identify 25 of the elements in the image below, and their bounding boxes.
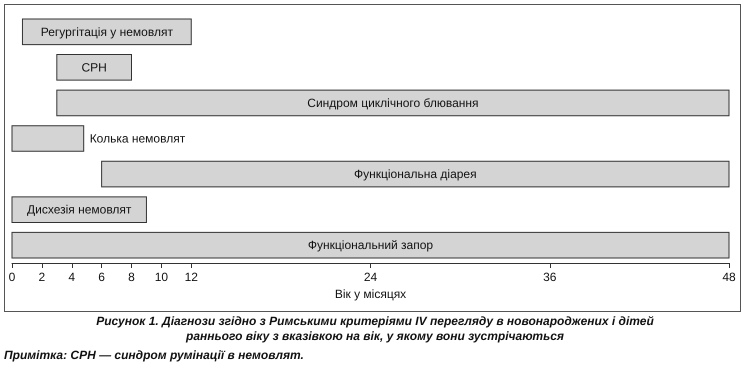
y-tick-label: Функціональний запор xyxy=(308,238,434,252)
x-tick-label: 8 xyxy=(128,270,136,284)
y-tick-label: Синдром циклічного блювання xyxy=(307,96,479,110)
x-axis-title: Вік у місяцях xyxy=(334,286,406,301)
y-tick-label: Функціональна діарея xyxy=(354,167,477,182)
x-tick-label: 2 xyxy=(38,270,46,284)
text: Примітка: СРН — синдром румінації в немовлят. xyxy=(4,348,304,363)
x-tick-label: 24 xyxy=(364,270,378,284)
bar xyxy=(12,125,84,152)
bar xyxy=(56,90,730,116)
x-tick-label: 36 xyxy=(543,270,557,284)
y-tick-label: Колька немовлят xyxy=(90,132,186,146)
x-tick-label: 0 xyxy=(8,270,16,284)
y-tick-label: Регургітація у немовлят xyxy=(40,24,174,39)
x-tick-label: 48 xyxy=(722,270,736,284)
bar xyxy=(56,54,132,81)
y-tick-label: Дисхезія немовлят xyxy=(27,202,132,217)
bar xyxy=(101,160,730,188)
y-tick-label: СРН xyxy=(81,60,107,74)
x-tick-label: 10 xyxy=(154,270,168,284)
x-tick-label: 6 xyxy=(98,270,106,284)
x-tick-label: 12 xyxy=(184,270,198,284)
bar xyxy=(12,232,730,259)
text: Рисунок 1. Діагнози згідно з Римськими критеріями IV перегляду в новонароджених і дітей раннього віку з вказівкою на вік, у якому вони зустрічаються xyxy=(95,314,655,344)
x-tick-label: 4 xyxy=(68,270,76,284)
